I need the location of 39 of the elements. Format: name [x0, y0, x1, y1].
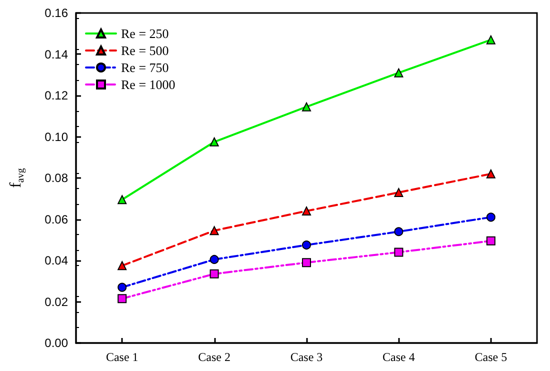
y-tick-label: 0.12 — [44, 88, 68, 102]
point — [210, 137, 219, 146]
point — [210, 254, 219, 264]
legend-label: Re = 500 — [121, 43, 169, 58]
y-tick-label: 0.08 — [44, 171, 68, 185]
point — [394, 248, 404, 257]
x-tick-label: Case 1 — [106, 350, 138, 364]
y-tick-label: 0.16 — [44, 6, 68, 20]
point — [302, 240, 311, 250]
point — [302, 206, 311, 216]
y-axis-title: favg — [8, 168, 26, 188]
legend-label: Re = 750 — [121, 60, 169, 75]
point — [486, 169, 496, 178]
point — [118, 195, 127, 204]
legend-label: Re = 1000 — [121, 77, 176, 92]
point — [118, 261, 127, 270]
point — [486, 212, 496, 222]
y-tick-label: 0.04 — [44, 254, 68, 268]
point — [210, 226, 219, 236]
x-tick-label: Case 4 — [382, 350, 415, 364]
x-tick-label: Case 3 — [290, 350, 323, 364]
x-tick-label: Case 2 — [198, 350, 230, 364]
y-tick-label: 0.10 — [44, 130, 68, 144]
legend-label: Re = 250 — [121, 26, 169, 41]
y-tick-label: 0.00 — [44, 336, 68, 350]
y-tick-label: 0.02 — [44, 294, 68, 309]
point — [210, 269, 219, 278]
point — [118, 282, 127, 292]
point — [118, 294, 127, 304]
x-tick-label: Case 5 — [474, 350, 508, 364]
point — [302, 102, 311, 112]
y-tick-label: 0.14 — [44, 47, 68, 62]
point — [394, 227, 404, 236]
point — [486, 236, 496, 246]
point — [302, 258, 311, 268]
y-tick-label: 0.06 — [44, 212, 68, 226]
point — [394, 68, 404, 78]
point — [486, 35, 496, 44]
point — [394, 188, 404, 197]
